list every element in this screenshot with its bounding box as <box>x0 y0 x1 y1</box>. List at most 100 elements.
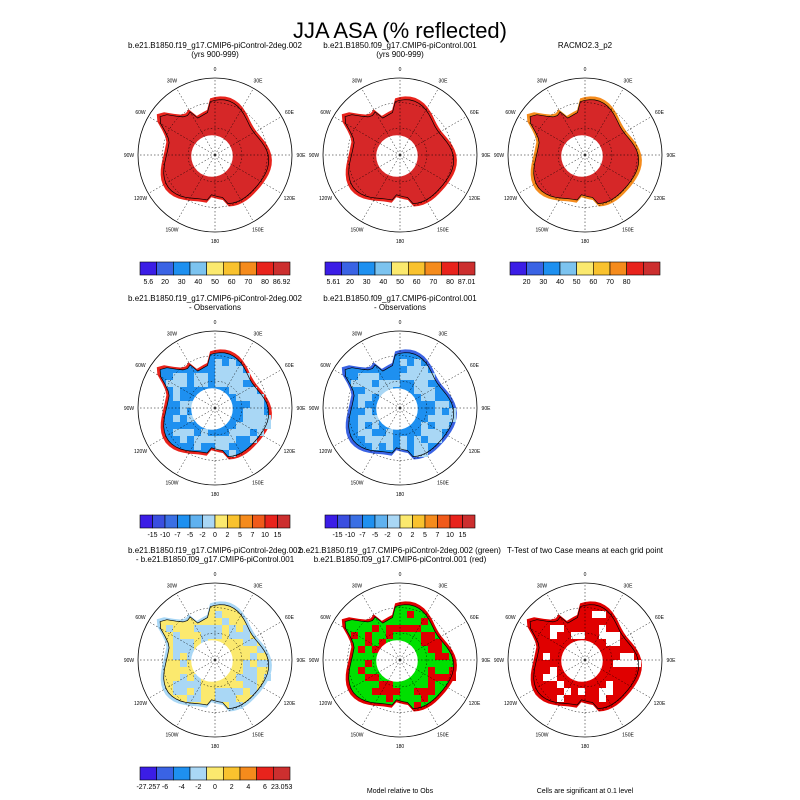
colorbar-swatch <box>408 261 426 276</box>
colorbar-tick-label: 40 <box>379 279 387 286</box>
grid-cell <box>358 394 365 401</box>
grid-cell <box>187 429 194 436</box>
coastline <box>529 99 640 204</box>
longitude-label: 60W <box>135 110 146 116</box>
colorbar-tick-label: 4 <box>246 784 250 791</box>
grid-cell <box>358 667 365 674</box>
grid-cell <box>379 436 386 443</box>
colorbar-tick-label: -4 <box>179 784 185 791</box>
grid-cell <box>215 366 222 373</box>
grid-cell <box>250 667 257 674</box>
colorbar-swatch <box>424 514 438 529</box>
grid-cell <box>421 639 428 646</box>
panel-title-line1: T-Test of two Case means at each grid po… <box>507 546 664 555</box>
grid-cell <box>250 681 257 688</box>
meridian-line <box>214 88 254 156</box>
grid-cell <box>187 415 194 422</box>
grid-cell <box>372 373 379 380</box>
grid-cell <box>229 688 236 695</box>
grid-cell <box>414 366 421 373</box>
grid-cell <box>180 436 187 443</box>
grid-cell <box>187 646 194 653</box>
colorbar-tick-label: 0 <box>398 532 402 539</box>
grid-cell <box>264 415 271 422</box>
grid-cell <box>386 380 393 387</box>
meridian-line <box>399 369 467 409</box>
polar-data-gap <box>191 388 233 430</box>
grid-cell <box>243 387 250 394</box>
latitude-circle <box>162 607 268 713</box>
grid-cell <box>414 359 421 366</box>
longitude-label: 60W <box>135 615 146 621</box>
latitude-circle <box>557 632 613 688</box>
colorbar-tick-label: 50 <box>211 279 219 286</box>
grid-cell <box>264 674 271 681</box>
meridian-line <box>518 116 586 156</box>
grid-cell <box>379 639 386 646</box>
grid-cell <box>400 436 407 443</box>
meridian-line <box>399 593 439 661</box>
grid-cell <box>365 639 372 646</box>
grid-cell <box>620 660 627 667</box>
grid-cell <box>372 387 379 394</box>
grid-cell <box>358 380 365 387</box>
grid-cell <box>613 660 620 667</box>
colorbar-swatch <box>252 514 266 529</box>
grid-cell <box>222 688 229 695</box>
grid-cell <box>222 380 229 387</box>
coastline <box>344 604 455 709</box>
longitude-label: 90W <box>309 153 320 159</box>
meridian-line <box>148 407 216 447</box>
longitude-label: 120E <box>469 701 481 707</box>
panel-title-line2: (yrs 900-999) <box>376 50 424 59</box>
grid-cell <box>358 422 365 429</box>
grid-cell <box>613 632 620 639</box>
colorbar-tick-label: -7 <box>174 532 180 539</box>
meridian-line <box>399 341 439 409</box>
colorbar-tick-label: 50 <box>396 279 404 286</box>
meridian-line <box>176 593 216 661</box>
grid-cell <box>400 359 407 366</box>
grid-cell <box>264 422 271 429</box>
panel-title-line1: b.e21.B1850.f19_g17.CMIP6-piControl-2deg… <box>128 294 302 303</box>
grid-cell <box>166 625 173 632</box>
grid-cell <box>435 639 442 646</box>
grid-cell <box>442 653 449 660</box>
meridian-line <box>176 341 216 409</box>
colorbar-swatch <box>391 261 409 276</box>
meridian-line <box>333 621 401 661</box>
grid-cell <box>421 695 428 702</box>
panel-title-line1: b.e21.B1850.f09_g17.CMIP6-piControl.001 <box>323 41 477 50</box>
grid-cell <box>173 646 180 653</box>
panel-caption: Model relative to Obs <box>367 788 434 795</box>
grid-cell <box>372 688 379 695</box>
meridian-line <box>518 621 586 661</box>
colorbar-swatch <box>239 766 257 781</box>
grid-cell <box>365 436 372 443</box>
meridian-line <box>333 407 401 447</box>
latitude-circle <box>532 607 638 713</box>
grid-cell <box>257 394 264 401</box>
grid-cell <box>257 401 264 408</box>
grid-cell <box>414 380 421 387</box>
grid-cell <box>194 681 201 688</box>
meridian-line <box>399 88 439 156</box>
longitude-label: 150W <box>350 480 363 486</box>
longitude-label: 120E <box>654 701 666 707</box>
colorbar-swatch <box>152 514 166 529</box>
colorbar-swatch <box>177 514 191 529</box>
longitude-label: 30W <box>537 79 548 85</box>
meridian-line <box>361 593 401 661</box>
polar-data-gap <box>561 640 603 682</box>
colorbar-swatch <box>173 766 191 781</box>
grid-cell <box>194 625 201 632</box>
meridian-line <box>333 369 401 409</box>
longitude-label: 30W <box>167 79 178 85</box>
grid-cell <box>634 660 641 667</box>
colorbar-tick-label: -5 <box>372 532 378 539</box>
panel-title-line2: b.e21.B1850.f09_g17.CMIP6-piControl.001 … <box>314 555 487 564</box>
colorbar-tick-label: 86.92 <box>273 279 291 286</box>
meridian-line <box>176 88 216 156</box>
grid-cell <box>386 625 393 632</box>
grid-cell <box>372 422 379 429</box>
